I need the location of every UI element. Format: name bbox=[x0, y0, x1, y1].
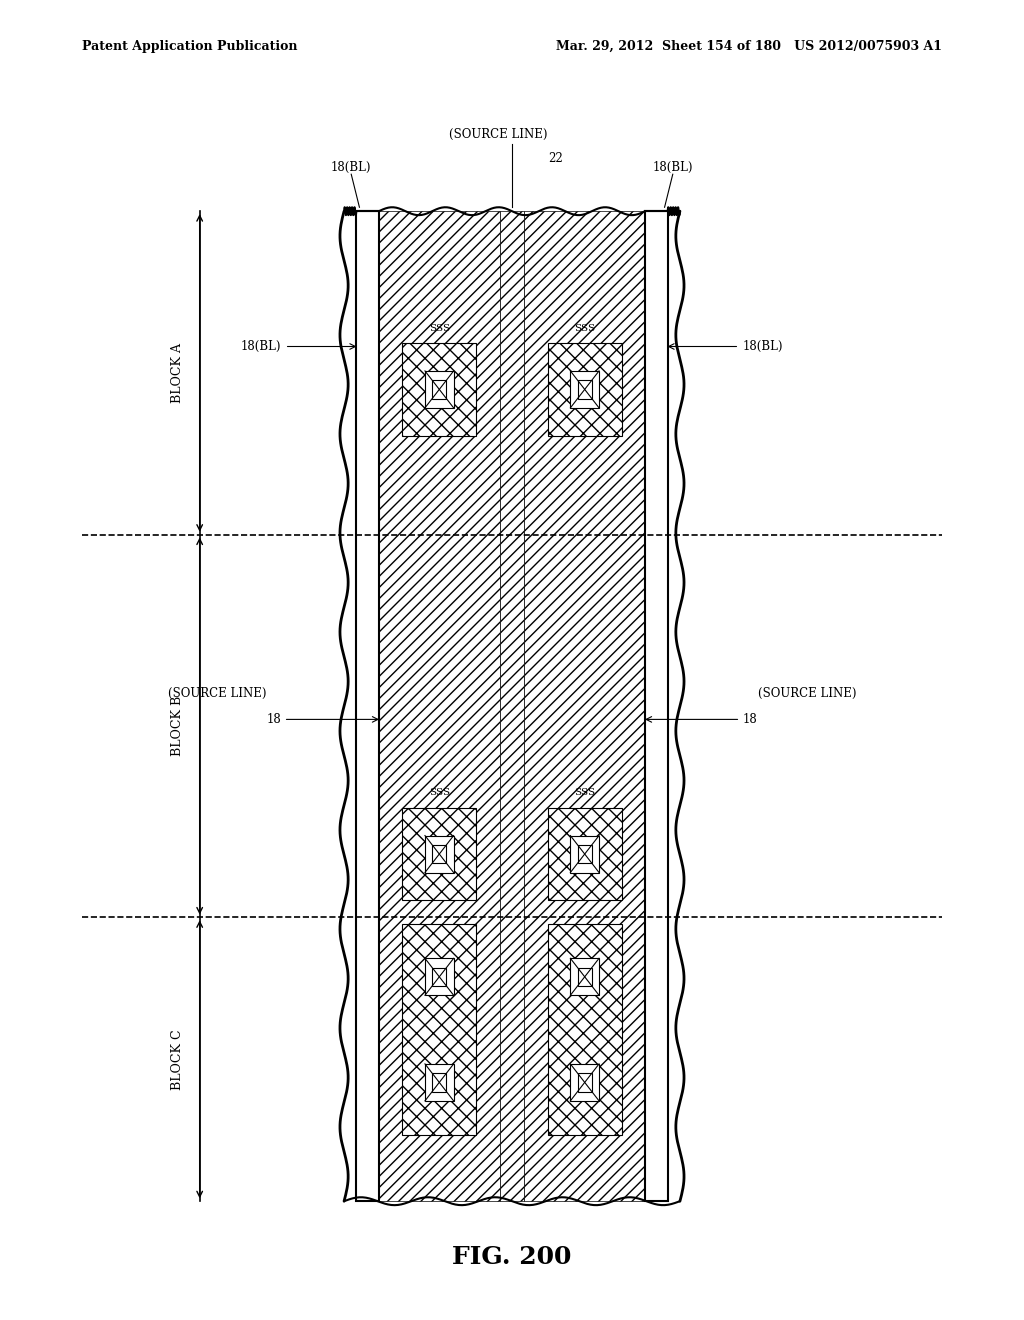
Bar bbox=[425, 836, 454, 873]
Bar bbox=[578, 845, 592, 863]
Text: 18(BL): 18(BL) bbox=[331, 161, 372, 174]
Text: 18(BL): 18(BL) bbox=[742, 341, 783, 352]
Bar bbox=[379, 211, 500, 1201]
Text: BLOCK B: BLOCK B bbox=[171, 696, 183, 756]
Bar bbox=[500, 211, 524, 1201]
Text: 22: 22 bbox=[548, 152, 562, 165]
Bar bbox=[570, 836, 599, 873]
Bar bbox=[645, 211, 668, 1201]
Bar bbox=[578, 380, 592, 399]
Text: 18(BL): 18(BL) bbox=[241, 341, 282, 352]
Bar bbox=[578, 1073, 592, 1092]
Bar bbox=[570, 958, 599, 995]
Text: Patent Application Publication: Patent Application Publication bbox=[82, 40, 297, 53]
Text: SSS: SSS bbox=[429, 788, 450, 797]
Bar bbox=[432, 380, 446, 399]
Bar bbox=[402, 924, 476, 1135]
Bar bbox=[548, 808, 622, 900]
Bar bbox=[432, 1073, 446, 1092]
Text: 18: 18 bbox=[267, 713, 282, 726]
Text: (SOURCE LINE): (SOURCE LINE) bbox=[450, 128, 548, 141]
Text: SSS: SSS bbox=[574, 788, 595, 797]
Bar bbox=[570, 371, 599, 408]
Bar bbox=[570, 1064, 599, 1101]
Bar bbox=[425, 1064, 454, 1101]
Text: 18: 18 bbox=[742, 713, 757, 726]
Bar bbox=[548, 924, 622, 1135]
Text: Mar. 29, 2012  Sheet 154 of 180   US 2012/0075903 A1: Mar. 29, 2012 Sheet 154 of 180 US 2012/0… bbox=[556, 40, 942, 53]
Text: BLOCK C: BLOCK C bbox=[171, 1030, 183, 1089]
Bar bbox=[402, 808, 476, 900]
Text: SSS: SSS bbox=[574, 323, 595, 333]
Text: (SOURCE LINE): (SOURCE LINE) bbox=[168, 686, 266, 700]
Bar bbox=[432, 968, 446, 986]
Bar bbox=[425, 958, 454, 995]
Bar bbox=[432, 845, 446, 863]
Bar bbox=[548, 343, 622, 436]
Bar bbox=[524, 211, 645, 1201]
Bar bbox=[356, 211, 379, 1201]
Text: 18(BL): 18(BL) bbox=[652, 161, 693, 174]
Bar bbox=[425, 371, 454, 408]
Text: BLOCK A: BLOCK A bbox=[171, 343, 183, 403]
Text: (SOURCE LINE): (SOURCE LINE) bbox=[758, 686, 856, 700]
Bar bbox=[402, 343, 476, 436]
Text: SSS: SSS bbox=[429, 323, 450, 333]
Text: FIG. 200: FIG. 200 bbox=[453, 1245, 571, 1269]
Bar bbox=[578, 968, 592, 986]
